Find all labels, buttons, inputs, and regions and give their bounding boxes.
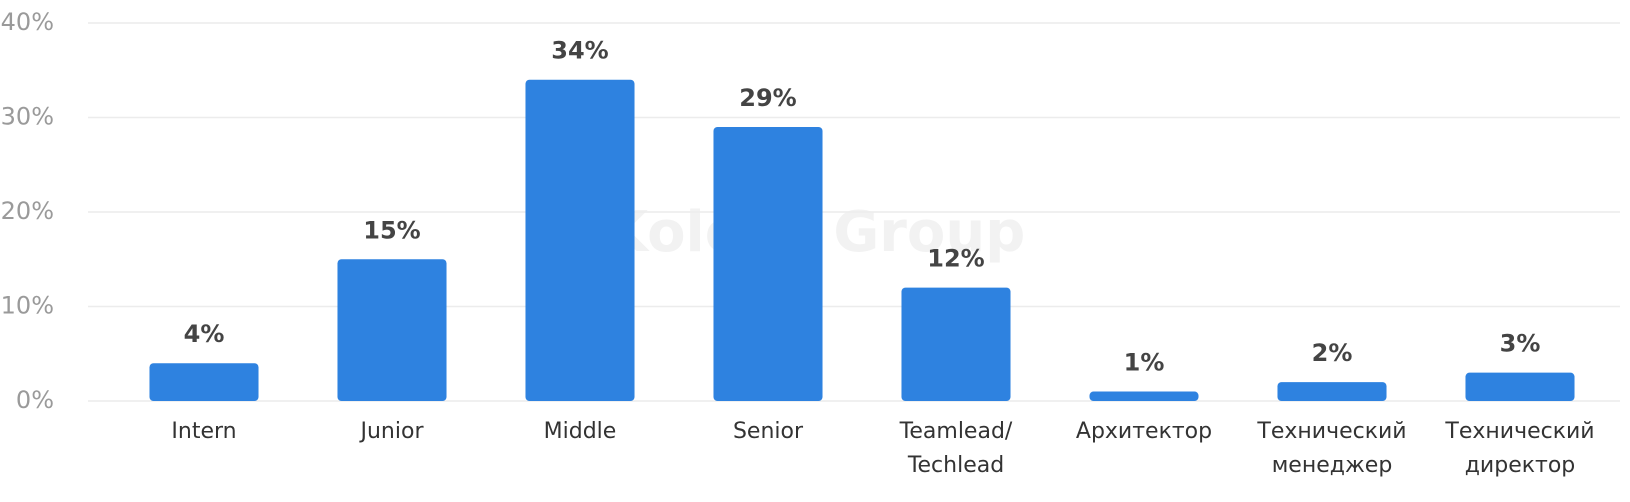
x-tick-label: Teamlead/ Techlead: [899, 419, 1013, 478]
y-tick-label: 20%: [1, 197, 54, 225]
y-tick-label: 0%: [16, 386, 54, 414]
x-tick-label: Технический директор: [1445, 419, 1595, 478]
bar: [149, 363, 259, 401]
bar: [901, 287, 1011, 401]
value-label: 3%: [1500, 330, 1541, 358]
value-label: 12%: [927, 245, 984, 273]
y-tick-label: 10%: [1, 292, 54, 320]
value-label: 2%: [1312, 339, 1353, 367]
bar: [713, 126, 823, 401]
value-label: 29%: [739, 84, 796, 112]
x-tick-label: Архитектор: [1075, 419, 1213, 444]
x-tick-label: Junior: [360, 419, 424, 444]
x-tick-label: Технический менеджер: [1257, 419, 1407, 478]
bar: [525, 79, 635, 401]
bar: [1277, 382, 1387, 401]
value-label: 1%: [1124, 349, 1165, 377]
value-label: 15%: [363, 216, 420, 244]
bar: [337, 259, 447, 401]
bar: [1465, 372, 1575, 401]
x-tick-label: Senior: [732, 419, 804, 444]
x-tick-label: Middle: [543, 419, 617, 444]
x-tick-label: Intern: [171, 419, 237, 444]
y-tick-label: 40%: [1, 8, 54, 36]
bar: [1089, 391, 1199, 401]
value-label: 34%: [551, 37, 608, 65]
y-tick-label: 30%: [1, 103, 54, 131]
value-label: 4%: [184, 320, 225, 348]
